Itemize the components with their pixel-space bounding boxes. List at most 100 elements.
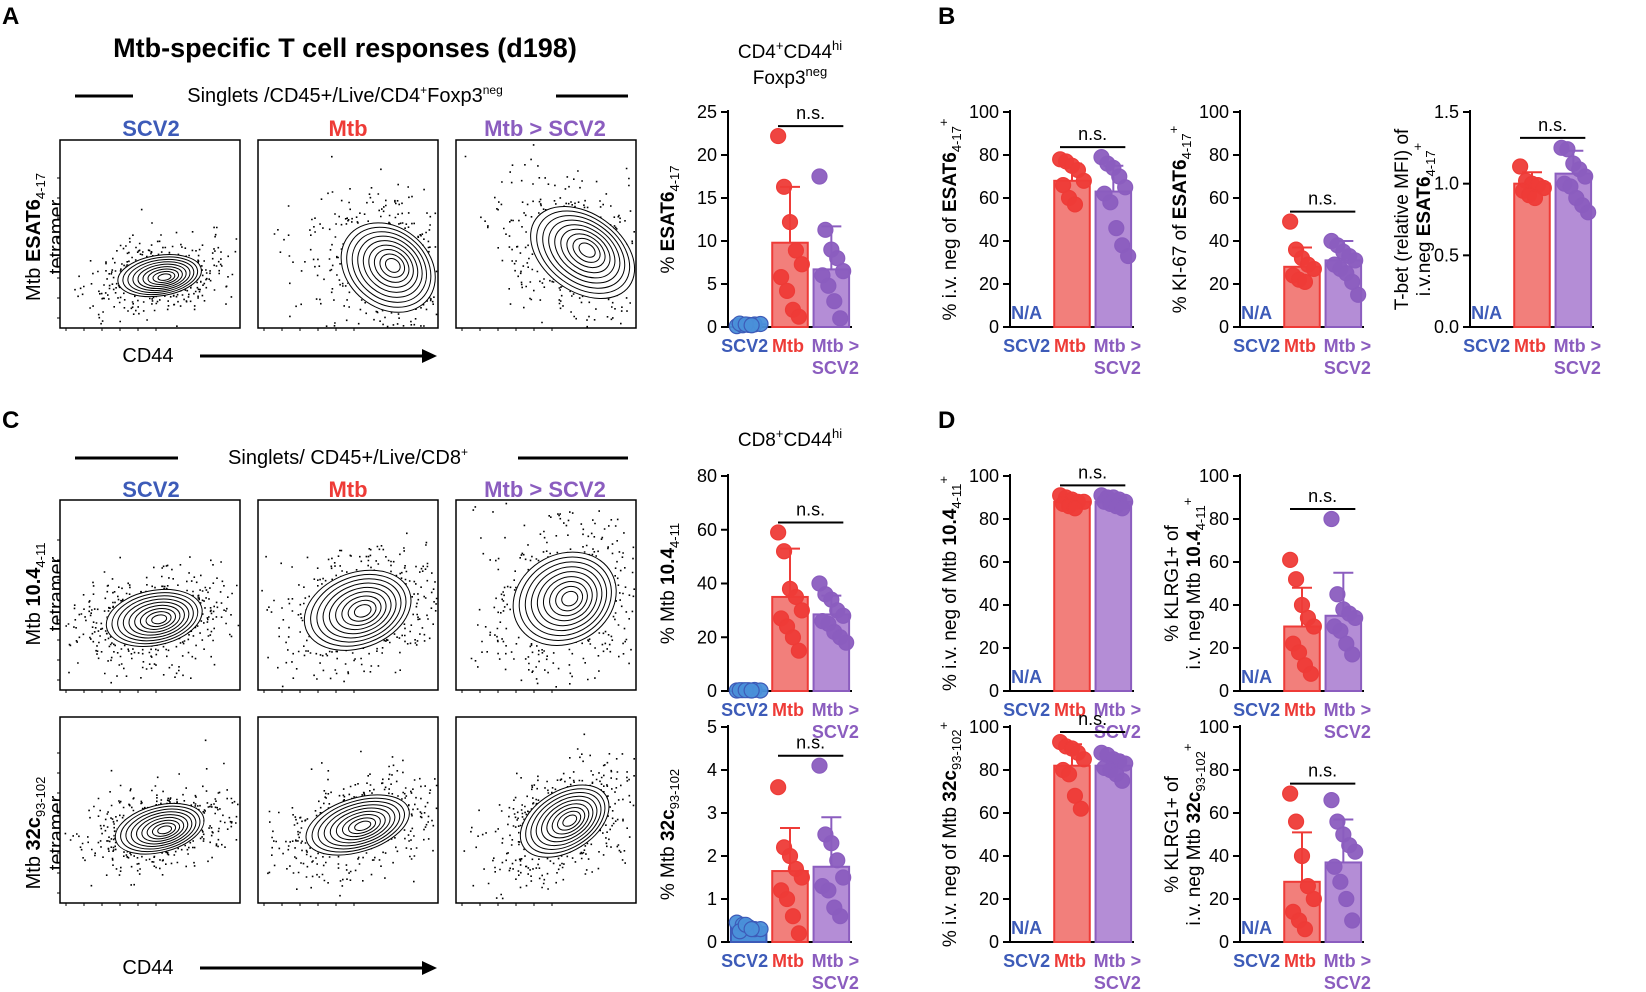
y-tick-label: 0 xyxy=(707,317,717,337)
flow-contour xyxy=(142,266,183,287)
flow-events xyxy=(64,739,239,887)
flow-contour xyxy=(117,254,202,298)
x-category-label: Mtb > xyxy=(1554,336,1602,356)
data-point xyxy=(1066,500,1084,517)
data-point xyxy=(1350,286,1367,303)
flow-title: Mtb-specific T cell responses (d198) xyxy=(113,33,577,63)
x-category-label: Mtb > xyxy=(1094,700,1142,720)
y-tick-label: 20 xyxy=(979,889,999,909)
x-category-label: SCV2 xyxy=(721,336,768,356)
bar xyxy=(1094,500,1133,692)
data-point xyxy=(811,168,828,185)
flow-plot-r0-c2 xyxy=(455,139,637,331)
flow-contour xyxy=(347,599,377,622)
y-tick-label: 20 xyxy=(1209,274,1229,294)
flow-contour xyxy=(542,215,626,289)
data-point xyxy=(1060,766,1078,783)
y-tick-label: 40 xyxy=(979,595,999,615)
x-category-label: SCV2 xyxy=(1233,700,1280,720)
flow-contour xyxy=(541,799,594,843)
data-point xyxy=(1577,168,1594,185)
y-tick-label: 100 xyxy=(969,717,999,737)
chart-b1: 0 20 40 60 80 100% i.v. neg of ESAT64-17+ SCV2… xyxy=(936,102,1141,378)
na-label: N/A xyxy=(1011,918,1042,938)
flow-contour xyxy=(137,263,187,290)
flow-core xyxy=(340,223,435,313)
y-tick-label: 0 xyxy=(1219,681,1229,701)
data-point xyxy=(1580,204,1597,221)
flow-contour xyxy=(560,228,611,274)
x-category-label: Mtb > xyxy=(812,336,860,356)
flow-contour xyxy=(157,273,172,281)
bar xyxy=(1094,764,1133,944)
flow-contour xyxy=(111,592,199,645)
x-category-label: SCV2 xyxy=(1324,973,1371,992)
group-header-a-scv2: SCV2 xyxy=(122,116,179,141)
data-point xyxy=(1296,273,1314,290)
gate-c-label: Singlets/ CD45+/Live/CD8+ xyxy=(228,445,468,469)
y-tick-label: 60 xyxy=(979,552,999,572)
data-point xyxy=(743,682,760,699)
y-tick-label: 60 xyxy=(1209,803,1229,823)
flow-contour xyxy=(317,800,401,850)
y-tick-label: 100 xyxy=(969,466,999,486)
x-category-label: Mtb xyxy=(1514,336,1546,356)
flow-contour xyxy=(328,586,392,635)
flow-contour xyxy=(122,256,199,296)
data-point xyxy=(1305,890,1322,908)
data-point xyxy=(793,256,810,273)
flow-plot-frame xyxy=(59,139,241,329)
panel-letter-a: A xyxy=(2,3,19,30)
y-tick-label: 25 xyxy=(697,102,717,122)
x-category-label: Mtb > xyxy=(1094,951,1142,971)
sig-label: n.s. xyxy=(1538,115,1567,135)
flow-contour xyxy=(385,257,401,273)
flow-contour xyxy=(519,784,610,858)
data-point xyxy=(835,869,852,886)
y-tick-label: 15 xyxy=(697,188,717,208)
y-tick-label: 0 xyxy=(707,681,717,701)
flow-core xyxy=(530,206,634,299)
chart-d4: 0 20 40 60 80 100 % KLRG1+ of i.v. neg Mtb 32c9… xyxy=(1162,717,1371,992)
data-point xyxy=(775,178,793,195)
data-point xyxy=(784,629,802,646)
flow-contour xyxy=(335,591,387,631)
flow-contour xyxy=(554,224,616,279)
flow-contour xyxy=(555,585,584,612)
data-point xyxy=(1344,646,1361,663)
y-tick-label: 60 xyxy=(979,188,999,208)
flow-contour xyxy=(157,825,173,835)
flow-contour xyxy=(130,811,193,847)
flow-contour xyxy=(335,810,386,841)
y-tick-label: 20 xyxy=(979,274,999,294)
x-arrow-a-head xyxy=(422,349,437,363)
data-point xyxy=(835,263,852,280)
flow-contour xyxy=(536,210,631,294)
data-point xyxy=(743,920,760,938)
y-tick-label: 60 xyxy=(1209,188,1229,208)
data-point xyxy=(1108,220,1125,237)
flow-contour xyxy=(125,808,197,850)
x-category-label: Mtb xyxy=(772,700,804,720)
y-tick-label: 40 xyxy=(1209,595,1229,615)
data-point xyxy=(1114,772,1131,789)
data-point xyxy=(1066,196,1084,213)
data-point xyxy=(793,869,810,886)
flow-contour xyxy=(127,258,195,294)
x-category-label: Mtb > xyxy=(1324,336,1372,356)
y-tick-label: 20 xyxy=(697,627,717,647)
data-point xyxy=(778,282,796,299)
data-point xyxy=(781,213,799,231)
na-label: N/A xyxy=(1011,667,1042,687)
data-point xyxy=(1305,618,1322,635)
flow-contour xyxy=(351,231,427,303)
x-category-label: SCV2 xyxy=(1003,951,1050,971)
panel-letter-b: B xyxy=(938,3,955,30)
y-tick-label: 4 xyxy=(707,760,717,780)
y-tick-label: 1.0 xyxy=(1434,174,1459,194)
flow-contour xyxy=(346,226,432,308)
data-point xyxy=(1559,141,1576,158)
flow-xlabel-a: CD44 xyxy=(122,345,173,367)
data-point xyxy=(770,127,787,145)
